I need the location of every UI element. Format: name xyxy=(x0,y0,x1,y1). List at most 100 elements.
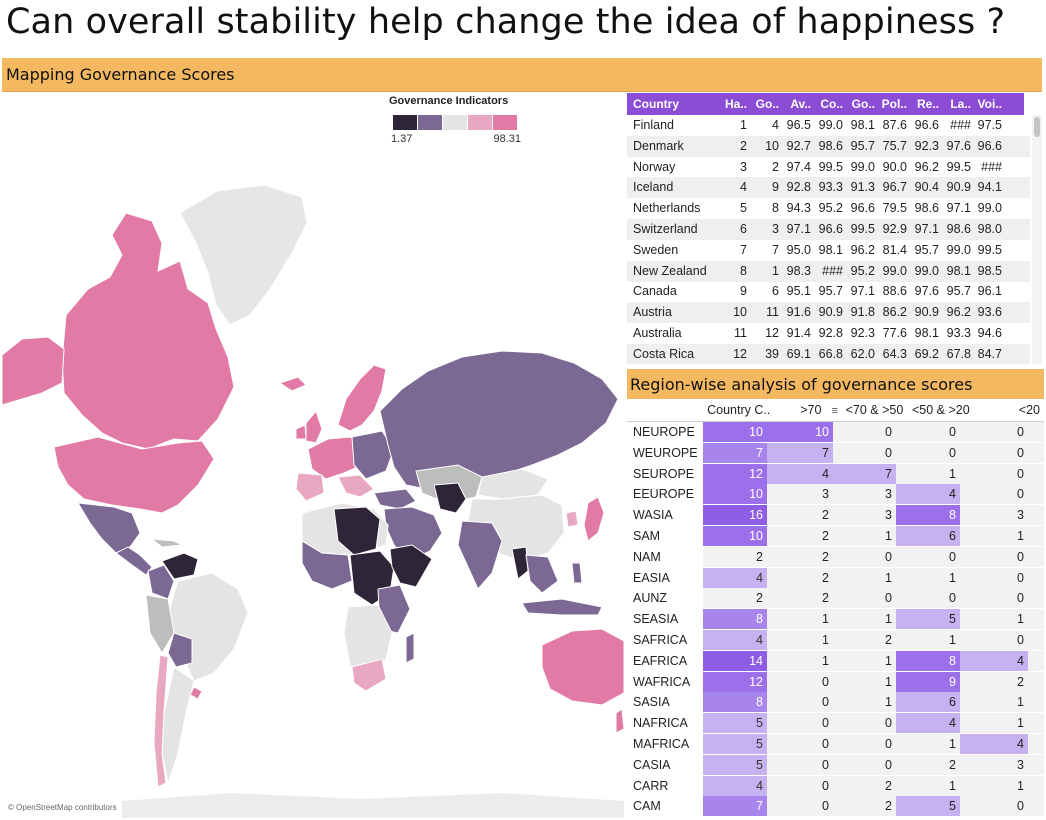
region-row[interactable]: EASIA 4 2 1 1 0 xyxy=(627,567,1044,588)
region-peru[interactable] xyxy=(145,594,175,654)
region-india[interactable] xyxy=(457,520,503,590)
region-row[interactable]: AUNZ 2 2 0 0 0 xyxy=(627,588,1044,609)
region-horn-of-africa[interactable] xyxy=(389,544,433,588)
region-mexico[interactable] xyxy=(77,502,141,554)
scrollbar-thumb[interactable] xyxy=(1034,117,1040,137)
region-sahel[interactable] xyxy=(333,506,381,556)
column-header[interactable]: Pol.. xyxy=(881,97,907,111)
column-header-gt70[interactable]: >70 ≡ xyxy=(774,400,842,421)
table-row[interactable]: Australia 11 12 91.4 92.8 92.3 77.6 98.1 93.3 94.… xyxy=(627,323,1030,344)
governance-table[interactable]: Country Ha.. Go.. Av.. Co.. Go.. Pol.. R… xyxy=(627,93,1044,364)
region-uk[interactable] xyxy=(305,409,323,444)
region-row[interactable]: WEUROPE 7 7 0 0 0 xyxy=(627,442,1044,463)
table-scrollbar[interactable] xyxy=(1032,115,1042,364)
region-venezuela[interactable] xyxy=(161,552,199,580)
governance-map[interactable]: Governance Indicators 1.37 98.31 © OpenS… xyxy=(2,93,624,818)
column-header[interactable]: Go.. xyxy=(851,97,875,111)
region-bolivia[interactable] xyxy=(167,632,193,668)
column-header[interactable]: La.. xyxy=(950,97,971,111)
column-header-lt20[interactable]: <20 xyxy=(1018,403,1040,417)
region-ireland[interactable] xyxy=(295,424,307,440)
region-west-africa[interactable] xyxy=(301,540,353,590)
region-section-header: Region-wise analysis of governance score… xyxy=(627,369,1044,399)
region-korea[interactable] xyxy=(565,510,579,528)
region-usa[interactable] xyxy=(53,436,215,514)
region-philippines[interactable] xyxy=(571,562,583,584)
region-turkey[interactable] xyxy=(373,488,417,510)
region-russia[interactable] xyxy=(379,350,619,490)
region-chile[interactable] xyxy=(153,654,169,788)
column-header[interactable]: Voi.. xyxy=(977,97,1002,111)
sort-icon[interactable]: ≡ xyxy=(831,405,838,417)
region-uruguay[interactable] xyxy=(189,686,203,700)
table-row[interactable]: Switzerland 6 3 97.1 96.6 99.5 92.9 97.1 98.6 98.… xyxy=(627,219,1030,240)
region-argentina[interactable] xyxy=(161,666,195,785)
table-row[interactable]: Norway 3 2 97.4 99.5 99.0 90.0 96.2 99.5 ### xyxy=(627,157,1030,178)
region-caribbean[interactable] xyxy=(150,538,184,548)
column-header-country-count[interactable]: Country C.. xyxy=(707,403,771,417)
table-row[interactable]: Iceland 4 9 92.8 93.3 91.3 96.7 90.4 90.9 94.1 xyxy=(627,177,1030,199)
table-row[interactable]: Finland 1 4 96.5 99.0 98.1 87.6 96.6 ### 97.5 xyxy=(627,115,1030,136)
region-row[interactable]: CAM 7 0 2 5 0 xyxy=(627,796,1044,817)
region-balkans[interactable] xyxy=(337,474,375,498)
region-afghanistan[interactable] xyxy=(433,482,467,514)
region-row[interactable]: WASIA 16 2 3 8 3 xyxy=(627,505,1044,526)
region-row[interactable]: WAFRICA 12 0 1 9 2 xyxy=(627,671,1044,692)
region-japan[interactable] xyxy=(583,496,605,542)
region-iceland[interactable] xyxy=(278,376,307,392)
column-header[interactable]: Country xyxy=(633,97,679,111)
table-row[interactable]: Costa Rica 12 39 69.1 66.8 62.0 64.3 69.2 67.8 84… xyxy=(627,343,1030,364)
region-south-africa[interactable] xyxy=(351,658,387,692)
region-eastern-europe[interactable] xyxy=(351,430,395,480)
region-row[interactable]: NAFRICA 5 0 0 4 1 xyxy=(627,713,1044,734)
region-row[interactable]: SEUROPE 12 4 7 1 0 xyxy=(627,463,1044,484)
region-row[interactable]: CARR 4 0 2 1 1 xyxy=(627,775,1044,796)
region-row[interactable]: EEUROPE 10 3 3 4 0 xyxy=(627,484,1044,505)
region-row[interactable]: NEUROPE 10 10 0 0 0 xyxy=(627,422,1044,442)
region-row[interactable]: SASIA 8 0 1 6 1 xyxy=(627,692,1044,713)
region-madagascar[interactable] xyxy=(405,632,415,664)
region-row[interactable]: SAM 10 2 1 6 1 xyxy=(627,526,1044,546)
region-myanmar[interactable] xyxy=(511,546,529,580)
region-new-zealand[interactable] xyxy=(615,708,624,734)
table-row[interactable]: Canada 9 6 95.1 95.7 97.1 88.6 97.6 95.7 96.1 xyxy=(627,281,1030,302)
region-row[interactable]: EAFRICA 14 1 1 8 4 xyxy=(627,650,1044,671)
column-header[interactable]: Ha.. xyxy=(724,97,747,111)
table-row[interactable]: Netherlands 5 8 94.3 95.2 96.6 79.5 98.6 97.1 99.… xyxy=(627,198,1030,219)
column-header-50-20[interactable]: <50 & >20 xyxy=(912,403,970,417)
country-cell: Sweden xyxy=(633,242,679,257)
region-table[interactable]: Country C.. >70 ≡ <70 & >50 <50 & >20 <20… xyxy=(627,400,1044,818)
region-indonesia[interactable] xyxy=(521,598,603,616)
table-row[interactable]: Austria 10 11 91.6 90.9 91.8 86.2 90.9 96.2 93.6 xyxy=(627,302,1030,324)
table-row[interactable]: Denmark 2 10 92.7 98.6 95.7 75.7 92.3 97.6 96.6 xyxy=(627,135,1030,157)
region-label: MAFRICA xyxy=(627,734,703,754)
region-row[interactable]: CASIA 5 0 0 2 3 xyxy=(627,754,1044,775)
region-row[interactable]: MAFRICA 5 0 0 1 4 xyxy=(627,734,1044,754)
region-value-cell: 0 xyxy=(1017,591,1024,606)
column-header-70-50[interactable]: <70 & >50 xyxy=(845,403,904,417)
region-value-cell: 0 xyxy=(1017,799,1024,814)
region-se-asia[interactable] xyxy=(525,554,559,594)
region-row[interactable]: SAFRICA 4 1 2 1 0 xyxy=(627,630,1044,650)
region-iberia[interactable] xyxy=(295,472,325,502)
region-colombia[interactable] xyxy=(147,564,175,600)
map-attribution[interactable]: © OpenStreetMap contributors xyxy=(8,803,117,812)
column-header[interactable]: Co.. xyxy=(820,97,843,111)
region-australia[interactable] xyxy=(541,628,624,706)
region-central-america[interactable] xyxy=(115,546,153,576)
region-canada[interactable] xyxy=(61,212,235,450)
column-header[interactable]: Go.. xyxy=(755,97,779,111)
region-antarctica[interactable] xyxy=(122,793,624,818)
world-map[interactable] xyxy=(2,93,624,818)
column-header[interactable]: Av.. xyxy=(790,97,811,111)
table-row[interactable]: Sweden 7 7 95.0 98.1 96.2 81.4 95.7 99.0 99.5 xyxy=(627,240,1030,261)
region-row[interactable]: NAM 2 2 0 0 0 xyxy=(627,546,1044,567)
region-row[interactable]: SEASIA 8 1 1 5 1 xyxy=(627,609,1044,630)
legend-min: 1.37 xyxy=(391,133,413,145)
region-value-cell: 8 xyxy=(703,609,767,630)
table-row[interactable]: New Zealand 8 1 98.3 ### 95.2 99.0 99.0 98.1 98.5 xyxy=(627,260,1030,282)
column-header[interactable]: Re.. xyxy=(916,97,939,111)
region-alaska[interactable] xyxy=(2,336,65,406)
region-greenland[interactable] xyxy=(179,184,308,326)
region-scandinavia[interactable] xyxy=(337,364,387,432)
